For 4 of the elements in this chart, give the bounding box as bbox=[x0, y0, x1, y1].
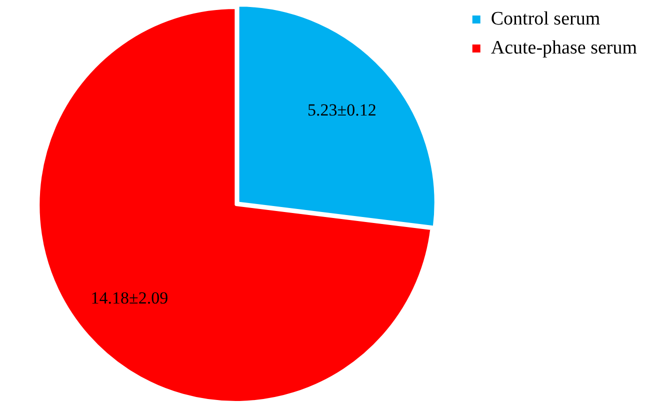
legend-label: Control serum bbox=[490, 8, 600, 30]
data-label: 5.23±0.12 bbox=[307, 100, 376, 120]
legend-label: Acute-phase serum bbox=[490, 37, 638, 58]
data-label: 14.18±2.09 bbox=[90, 288, 168, 308]
